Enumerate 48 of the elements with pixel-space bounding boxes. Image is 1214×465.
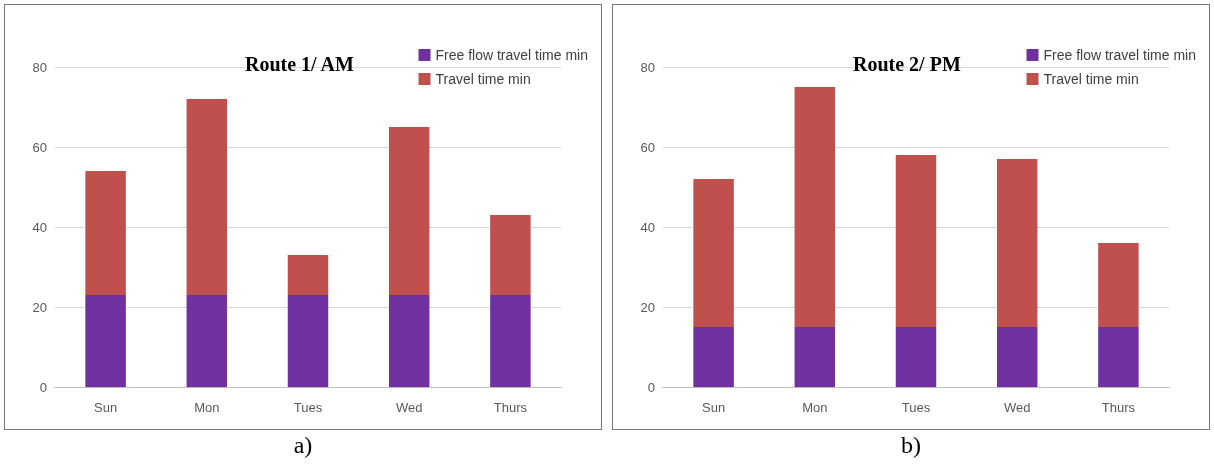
x-tick-label: Mon <box>802 400 828 415</box>
y-tick-label: 60 <box>640 139 655 155</box>
bar <box>794 327 836 387</box>
bar <box>895 155 937 327</box>
y-tick-label: 20 <box>640 299 655 315</box>
y-tick-label: 60 <box>32 139 47 155</box>
x-tick-label: Wed <box>395 400 423 415</box>
y-tick-label: 20 <box>32 299 47 315</box>
bar <box>388 127 430 295</box>
chart-title: Route 1/ AM <box>245 53 354 75</box>
bar <box>490 295 531 387</box>
y-tick-label: 0 <box>39 379 47 395</box>
bar <box>287 295 329 387</box>
bar <box>388 295 430 387</box>
bar <box>186 295 228 387</box>
x-tick-label: Wed <box>1003 400 1031 415</box>
bar <box>996 327 1038 387</box>
legend-label: Travel time min <box>1043 71 1139 87</box>
bar <box>1098 243 1139 327</box>
bar <box>85 295 126 387</box>
x-tick-label: Tues <box>293 400 323 415</box>
bar <box>693 179 734 327</box>
legend-label: Free flow travel time min <box>1043 47 1196 63</box>
x-tick-label: Thurs <box>1101 400 1136 415</box>
bar <box>996 159 1038 327</box>
x-tick-label: Sun <box>702 400 726 415</box>
x-tick-label: Mon <box>194 400 220 415</box>
y-tick-label: 40 <box>32 219 47 235</box>
y-tick-label: 40 <box>640 219 655 235</box>
y-tick-label: 0 <box>647 379 655 395</box>
bar <box>186 99 228 295</box>
bar <box>693 327 734 387</box>
x-tick-label: Sun <box>94 400 118 415</box>
y-tick-label: 80 <box>640 59 655 75</box>
bar <box>490 215 531 295</box>
bar <box>1098 327 1139 387</box>
x-tick-label: Tues <box>901 400 931 415</box>
x-tick-label: Thurs <box>493 400 528 415</box>
legend-label: Free flow travel time min <box>435 47 588 63</box>
text: a) <box>292 432 314 459</box>
bar <box>895 327 937 387</box>
chart-title: Route 2/ PM <box>853 53 961 75</box>
text: b) <box>900 432 922 459</box>
y-tick-label: 80 <box>32 59 47 75</box>
bar <box>85 171 126 295</box>
bar <box>287 255 329 295</box>
bar <box>794 87 836 327</box>
legend-label: Travel time min <box>435 71 531 87</box>
